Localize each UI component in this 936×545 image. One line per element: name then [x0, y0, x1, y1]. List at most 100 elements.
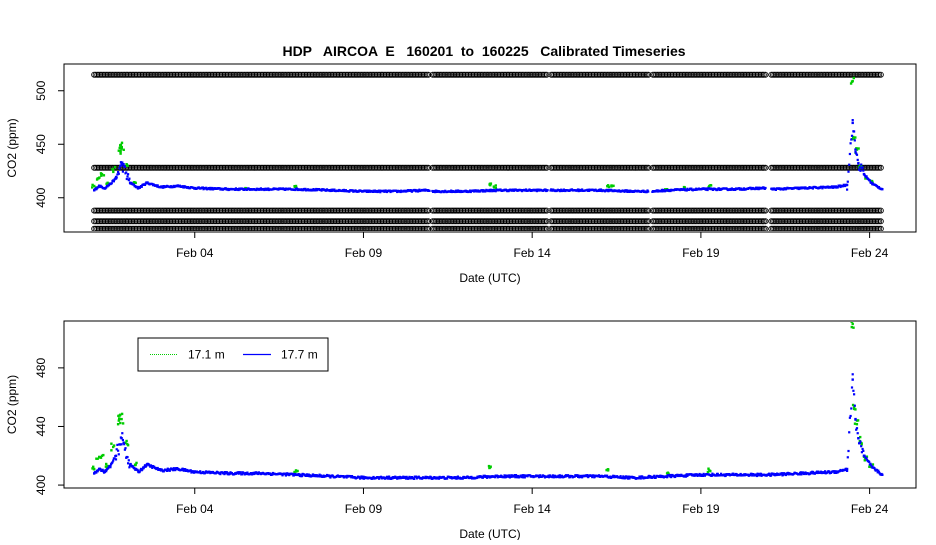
data-point — [93, 468, 95, 470]
data-point — [261, 188, 263, 190]
data-point — [93, 189, 95, 191]
data-point — [117, 450, 119, 452]
data-point — [105, 463, 107, 465]
data-point — [296, 470, 298, 472]
data-point — [112, 171, 114, 173]
data-point — [653, 475, 655, 477]
data-point — [859, 170, 861, 172]
data-point — [707, 471, 709, 473]
data-point — [125, 163, 127, 165]
x-tick-label: Feb 04 — [176, 246, 214, 260]
data-point — [851, 326, 853, 328]
data-point — [119, 422, 121, 424]
y-tick-label: 500 — [34, 80, 48, 100]
data-point — [177, 185, 179, 187]
x-tick-label: Feb 24 — [851, 246, 889, 260]
data-point — [545, 189, 547, 191]
data-point — [92, 466, 94, 468]
data-point — [396, 190, 398, 192]
calibration-row — [92, 219, 884, 224]
data-point — [850, 138, 852, 140]
data-point — [118, 173, 120, 175]
data-point — [121, 146, 123, 148]
data-point — [852, 122, 854, 124]
x-tick-label: Feb 04 — [176, 502, 214, 516]
data-point — [137, 187, 139, 189]
data-point — [857, 147, 859, 149]
data-point — [599, 189, 601, 191]
data-point — [240, 471, 242, 473]
data-point — [126, 175, 128, 177]
x-axis-label: Date (UTC) — [459, 271, 520, 285]
data-point — [853, 77, 855, 79]
data-point — [610, 184, 612, 186]
data-point — [362, 190, 364, 192]
data-point — [490, 466, 492, 468]
data-point — [141, 186, 143, 188]
x-tick-label: Feb 24 — [851, 502, 889, 516]
data-point — [710, 184, 712, 186]
data-point — [606, 185, 608, 187]
x-tick-label: Feb 09 — [345, 502, 383, 516]
y-axis-label: CO2 (ppm) — [5, 118, 19, 177]
data-point — [135, 462, 137, 464]
data-point — [464, 190, 466, 192]
data-point — [99, 456, 101, 458]
data-point — [127, 173, 129, 175]
data-point — [103, 174, 105, 176]
data-point — [846, 184, 848, 186]
data-point — [121, 164, 123, 166]
y-tick-label: 480 — [34, 358, 48, 378]
data-point — [854, 136, 856, 138]
data-point — [129, 182, 131, 184]
data-point — [860, 164, 862, 166]
data-point — [110, 443, 112, 445]
data-point — [120, 418, 122, 420]
y-tick-label: 440 — [34, 416, 48, 436]
data-point — [115, 177, 117, 179]
data-point — [857, 159, 859, 161]
data-point — [607, 468, 609, 470]
data-point — [709, 470, 711, 472]
data-point — [121, 432, 123, 434]
data-point — [849, 153, 851, 155]
data-point — [194, 187, 196, 189]
data-point — [733, 188, 735, 190]
data-point — [227, 188, 229, 190]
y-tick-label: 400 — [34, 187, 48, 207]
data-point — [119, 149, 121, 151]
data-point — [119, 414, 121, 416]
data-point — [111, 168, 113, 170]
x-tick-label: Feb 09 — [345, 246, 383, 260]
data-point — [433, 190, 435, 192]
data-point — [109, 183, 111, 185]
data-point — [116, 444, 118, 446]
x-tick-label: Feb 14 — [513, 502, 551, 516]
data-point — [646, 190, 648, 192]
data-point — [91, 186, 93, 188]
data-point — [127, 444, 129, 446]
data-point — [123, 149, 125, 151]
data-point — [121, 443, 123, 445]
data-point — [551, 189, 553, 191]
y-tick-label: 400 — [34, 475, 48, 495]
data-point — [157, 467, 159, 469]
data-point — [857, 162, 859, 164]
data-point — [652, 190, 654, 192]
data-point — [835, 186, 837, 188]
data-point — [119, 152, 121, 154]
data-point — [128, 178, 130, 180]
data-point — [497, 189, 499, 191]
data-point — [852, 119, 854, 121]
data-point — [133, 181, 135, 183]
y-axis-label: CO2 (ppm) — [5, 375, 19, 434]
data-point — [114, 166, 116, 168]
data-point — [488, 183, 490, 185]
data-point — [869, 179, 871, 181]
data-point — [295, 188, 297, 190]
data-point — [853, 130, 855, 132]
data-point — [96, 178, 98, 180]
data-point — [854, 139, 856, 141]
data-point — [126, 456, 128, 458]
